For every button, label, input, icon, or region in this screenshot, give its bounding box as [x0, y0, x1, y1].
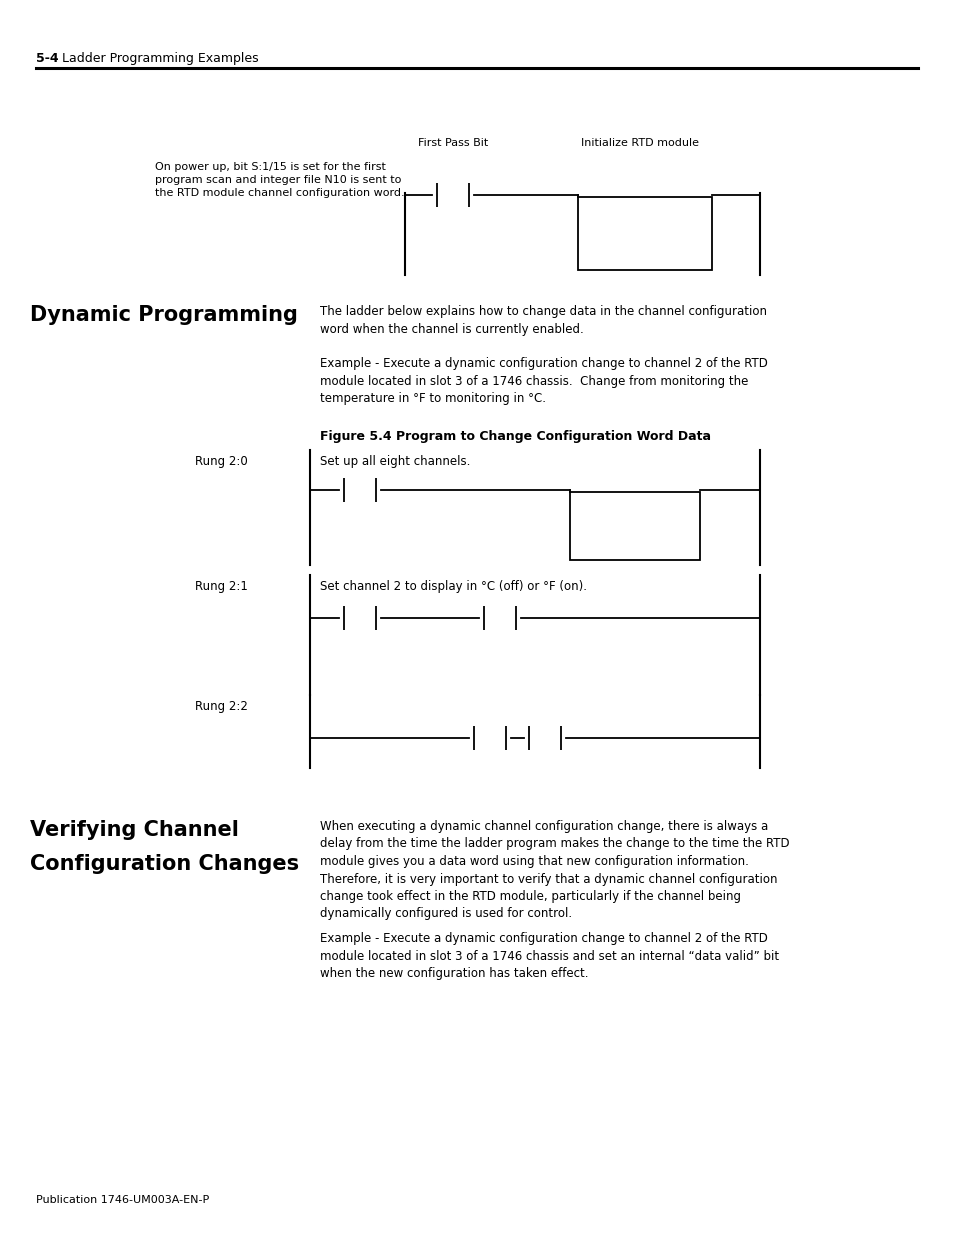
Text: On power up, bit S:1/15 is set for the first
program scan and integer file N10 i: On power up, bit S:1/15 is set for the f…: [154, 162, 404, 199]
Text: The ladder below explains how to change data in the channel configuration
word w: The ladder below explains how to change …: [319, 305, 766, 336]
Text: Rung 2:1: Rung 2:1: [195, 580, 248, 593]
Text: Set up all eight channels.: Set up all eight channels.: [319, 454, 470, 468]
Text: Dynamic Programming: Dynamic Programming: [30, 305, 297, 325]
Text: Example - Execute a dynamic configuration change to channel 2 of the RTD
module : Example - Execute a dynamic configuratio…: [319, 357, 767, 405]
Text: Ladder Programming Examples: Ladder Programming Examples: [62, 52, 258, 65]
Text: When executing a dynamic channel configuration change, there is always a
delay f: When executing a dynamic channel configu…: [319, 820, 789, 920]
Text: Example - Execute a dynamic configuration change to channel 2 of the RTD
module : Example - Execute a dynamic configuratio…: [319, 932, 779, 981]
Text: Initialize RTD module: Initialize RTD module: [580, 138, 699, 148]
Text: Figure 5.4 Program to Change Configuration Word Data: Figure 5.4 Program to Change Configurati…: [319, 430, 710, 443]
Text: Publication 1746-UM003A-EN-P: Publication 1746-UM003A-EN-P: [36, 1195, 209, 1205]
Text: Configuration Changes: Configuration Changes: [30, 853, 299, 874]
Bar: [569, 492, 700, 559]
Text: Set channel 2 to display in °C (off) or °F (on).: Set channel 2 to display in °C (off) or …: [319, 580, 586, 593]
Text: Verifying Channel: Verifying Channel: [30, 820, 238, 840]
Text: First Pass Bit: First Pass Bit: [417, 138, 488, 148]
Bar: [578, 198, 711, 270]
Text: Rung 2:0: Rung 2:0: [195, 454, 248, 468]
Text: 5-4: 5-4: [36, 52, 58, 65]
Text: Rung 2:2: Rung 2:2: [195, 700, 248, 713]
